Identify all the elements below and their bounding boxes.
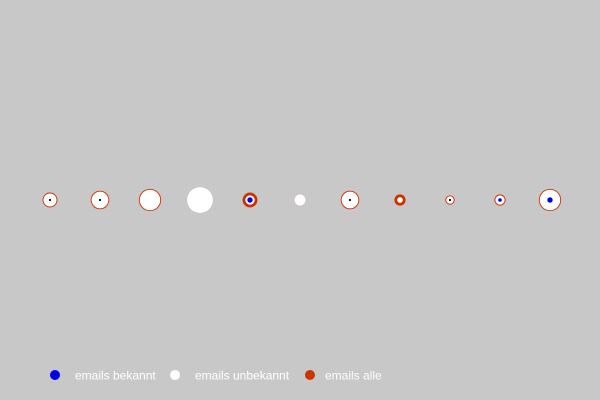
legend-item: emails bekannt xyxy=(50,369,156,383)
bubble-unbekannt xyxy=(139,189,161,211)
bubble-series xyxy=(42,186,562,214)
bubble-bekannt xyxy=(448,198,452,202)
bubble-group xyxy=(294,194,306,206)
bubble-group xyxy=(394,194,406,206)
bubble-group xyxy=(90,190,110,210)
legend-label: emails bekannt xyxy=(75,369,156,383)
legend-swatch xyxy=(50,370,60,380)
bubble-unbekannt xyxy=(294,194,306,206)
bubble-group xyxy=(186,186,214,214)
legend: emails bekannt emails unbekannt emails all… xyxy=(50,369,382,383)
legend-label: emails alle xyxy=(325,369,382,383)
bubble-group xyxy=(42,192,58,208)
legend-item: emails alle xyxy=(305,369,382,383)
bubble-bekannt xyxy=(247,197,253,203)
bubble-group xyxy=(340,190,360,210)
bubble-bekannt xyxy=(547,197,553,203)
bubble-group xyxy=(494,194,506,206)
bubble-group xyxy=(138,188,162,212)
legend-swatch xyxy=(170,370,180,380)
bubble-bekannt xyxy=(348,198,352,202)
legend-swatch xyxy=(305,370,315,380)
bubble-group xyxy=(445,195,455,205)
legend-item: emails unbekannt xyxy=(170,369,290,383)
bubble-group xyxy=(538,188,562,212)
bubble-bekannt xyxy=(498,198,502,202)
bubble-group xyxy=(242,192,258,208)
bubble-bekannt xyxy=(48,198,52,202)
bubble-bekannt xyxy=(98,198,102,202)
legend-label: emails unbekannt xyxy=(195,369,290,383)
bubble-unbekannt xyxy=(397,197,403,203)
bubble-unbekannt xyxy=(186,186,214,214)
